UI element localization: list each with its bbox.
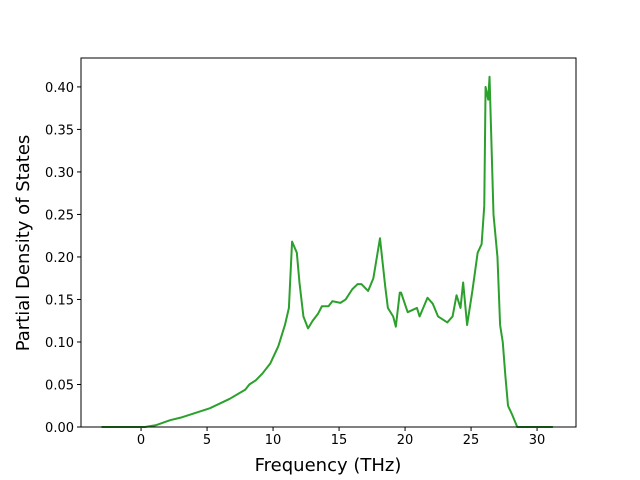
y-tick-label: 0.40 xyxy=(45,81,74,96)
y-axis-label: Partial Density of States xyxy=(13,135,34,352)
x-tick-label: 25 xyxy=(463,433,480,448)
y-tick-label: 0.35 xyxy=(45,123,74,138)
x-tick-label: 30 xyxy=(529,433,546,448)
x-tick-label: 10 xyxy=(265,433,282,448)
y-tick-label: 0.05 xyxy=(45,378,74,393)
y-tick-label: 0.00 xyxy=(45,421,74,436)
x-tick-label: 0 xyxy=(137,433,145,448)
y-tick-label: 0.20 xyxy=(45,251,74,266)
x-tick-label: 20 xyxy=(397,433,414,448)
x-tick-label: 15 xyxy=(331,433,348,448)
y-tick-label: 0.10 xyxy=(45,336,74,351)
x-axis-label: Frequency (THz) xyxy=(255,455,402,476)
x-tick-label: 5 xyxy=(203,433,211,448)
data-line xyxy=(101,75,553,428)
y-tick-label: 0.30 xyxy=(45,166,74,181)
plot-frame xyxy=(80,57,577,428)
y-tick-label: 0.25 xyxy=(45,208,74,223)
y-tick-label: 0.15 xyxy=(45,293,74,308)
